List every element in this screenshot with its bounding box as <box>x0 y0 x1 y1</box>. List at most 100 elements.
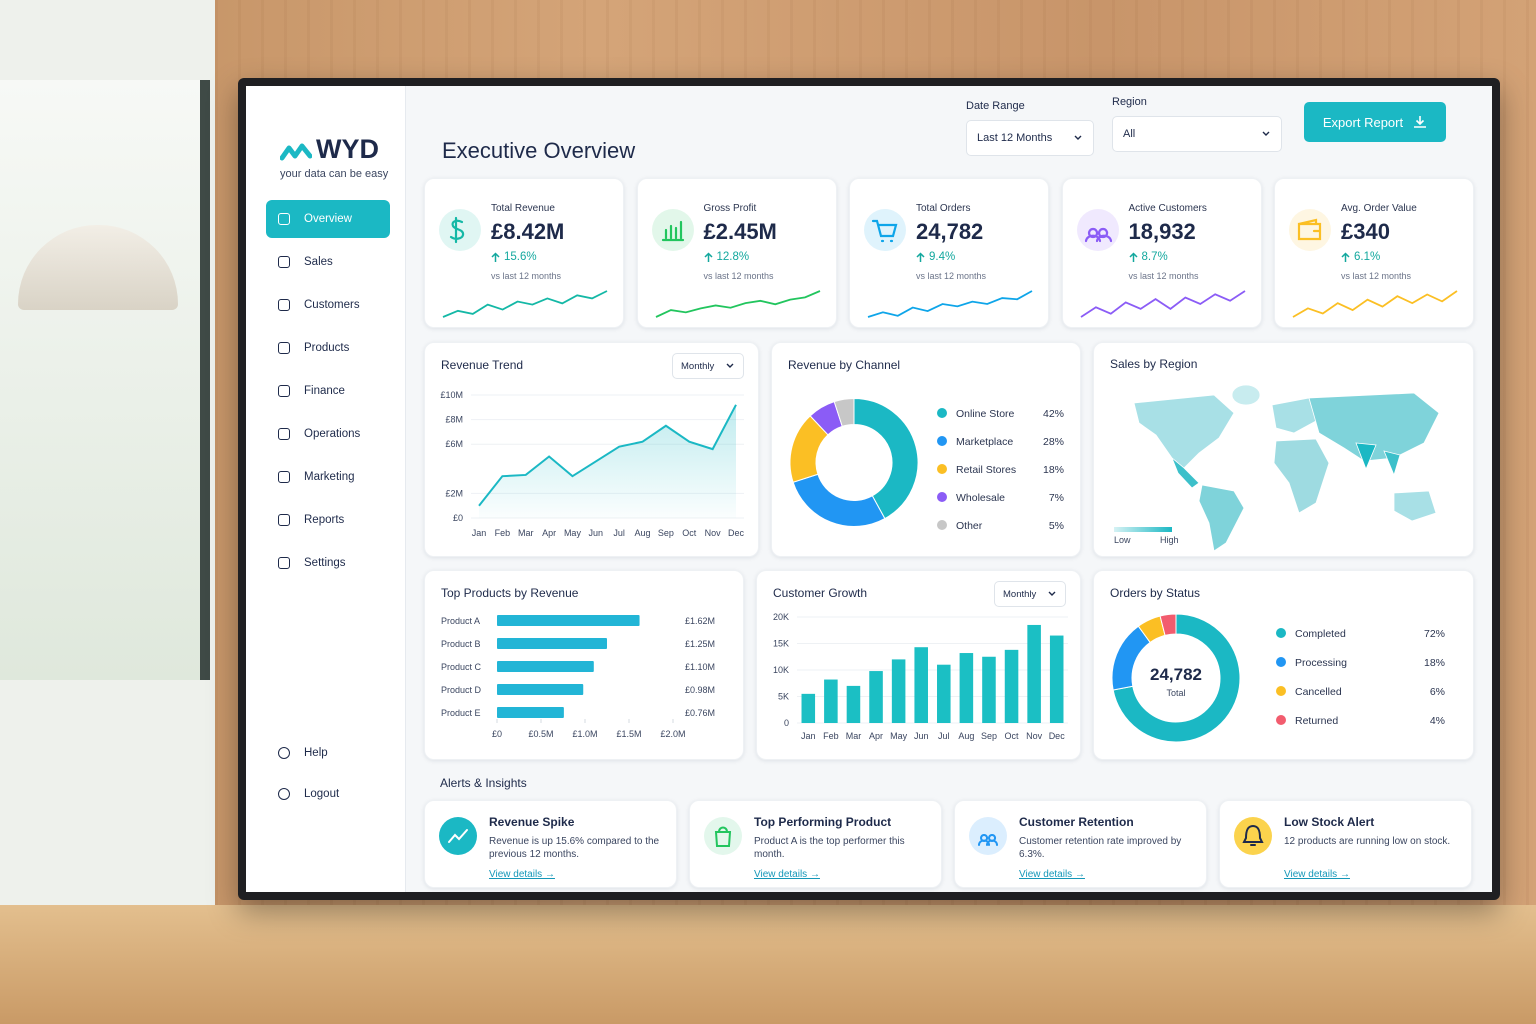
nav-label: Sales <box>304 256 333 268</box>
kpi-glyph <box>1297 218 1322 241</box>
region-dropdown[interactable]: All <box>1112 116 1282 152</box>
category-label: Product D <box>441 685 482 695</box>
kpi-icon <box>1289 209 1331 251</box>
value-label: £1.10M <box>685 662 715 672</box>
chevron-path <box>1048 591 1056 596</box>
donut-segment <box>1112 613 1241 743</box>
nav-icon <box>278 788 290 800</box>
alert-icon <box>969 817 1007 855</box>
donut-segment <box>792 473 886 527</box>
nav-item[interactable]: Reports <box>266 501 390 539</box>
alert-link[interactable]: View details → <box>754 869 820 880</box>
date-range-dropdown[interactable]: Last 12 Months <box>966 120 1094 156</box>
bar <box>497 638 607 649</box>
alert-glyph-path <box>448 829 468 843</box>
donut-segment <box>1159 613 1177 636</box>
kpi-glyph-path <box>871 219 898 243</box>
chart-title: Customer Growth <box>773 586 868 600</box>
period-dropdown[interactable]: Monthly <box>994 581 1066 607</box>
chevron <box>1262 131 1270 136</box>
bar <box>914 647 928 723</box>
nav-item[interactable]: Sales <box>266 243 390 281</box>
chevron-path <box>1262 131 1270 136</box>
x-tick-label: Jun <box>589 528 604 538</box>
x-tick-label: £1.5M <box>616 729 641 739</box>
kpi-change: 9.4% <box>916 251 955 263</box>
kpi-card: Avg. Order Value £340 6.1% vs last 12 month… <box>1274 178 1474 328</box>
nav-item[interactable]: Products <box>266 329 390 367</box>
kpi-change-value: 6.1% <box>1354 251 1381 263</box>
nav-footer-item[interactable]: Logout <box>266 775 390 813</box>
chart-title: Orders by Status <box>1110 586 1201 600</box>
nav-item[interactable]: Operations <box>266 415 390 453</box>
alert-link[interactable]: View details → <box>489 869 555 880</box>
nav-item[interactable]: Finance <box>266 372 390 410</box>
nav-label: Customers <box>304 299 360 311</box>
x-tick-label: Aug <box>958 731 974 741</box>
nav-item[interactable]: Overview <box>266 200 390 238</box>
x-tick-label: Jul <box>938 731 950 741</box>
value-label: 4% <box>1430 715 1445 727</box>
chart-title: Revenue Trend <box>441 358 524 372</box>
legend-label: Retail Stores <box>956 464 1016 476</box>
kpi-icon <box>1076 209 1119 251</box>
chart: 24,782 Total Completed 72% Processing 18% Canc… <box>1111 613 1445 743</box>
value-label: 7% <box>1049 492 1064 504</box>
up-arrow <box>1341 251 1350 262</box>
kpi-change-value: 12.8% <box>716 251 750 263</box>
nav-footer-item[interactable]: Help <box>266 734 390 772</box>
kpi-glyph-path <box>1297 218 1322 241</box>
nav-item[interactable]: Marketing <box>266 458 390 496</box>
nav-label: Help <box>304 747 328 759</box>
button-label: Export Report <box>1322 114 1404 130</box>
sparkline <box>867 290 1033 318</box>
value-label: 18% <box>1043 464 1064 476</box>
kpi-label: Active Customers <box>1128 203 1207 214</box>
world-map: Low High <box>1114 384 1440 552</box>
y-tick-label: 20K <box>773 612 789 622</box>
kpi-label: Avg. Order Value <box>1341 203 1417 214</box>
x-tick-label: Jan <box>801 731 816 741</box>
sidebar: WYD your data can be easy Overview Sales Cus… <box>246 86 406 892</box>
export-button[interactable]: Export Report <box>1304 102 1446 142</box>
chart-title: Revenue by Channel <box>788 358 901 372</box>
x-tick-label: Jun <box>914 731 929 741</box>
x-tick-label: Feb <box>495 528 511 538</box>
kpi-label: Gross Profit <box>703 203 757 214</box>
period-dropdown[interactable]: Monthly <box>672 353 744 379</box>
nav-item[interactable]: Customers <box>266 286 390 324</box>
up-arrow-path <box>1341 251 1350 262</box>
alert-link[interactable]: View details → <box>1019 869 1085 880</box>
download-icon <box>1414 116 1427 128</box>
legend-label: Wholesale <box>956 492 1005 504</box>
value-label: 18% <box>1424 657 1445 669</box>
bar <box>891 659 906 723</box>
x-tick-label: Jan <box>472 528 487 538</box>
page-title: Executive Overview <box>442 138 636 163</box>
value-label: £0.76M <box>685 708 715 718</box>
legend-label: Online Store <box>956 408 1015 420</box>
bar <box>497 707 564 718</box>
chevron <box>1074 135 1082 140</box>
bar <box>497 684 584 695</box>
alert-card: Revenue Spike Revenue is up 15.6% compare… <box>424 800 677 888</box>
bar <box>982 656 996 723</box>
donut-segment <box>833 397 855 427</box>
sparkline-line <box>442 290 608 318</box>
x-tick-label: Dec <box>728 528 745 538</box>
desk <box>0 905 1536 1024</box>
legend-high: High <box>1160 535 1179 545</box>
value-label: 42% <box>1043 408 1064 420</box>
nav-item[interactable]: Settings <box>266 544 390 582</box>
nav-icon <box>278 213 290 225</box>
x-tick-label: Nov <box>1026 731 1043 741</box>
alert-icon <box>704 817 742 855</box>
alert-icon <box>439 817 477 855</box>
chevron-path <box>1074 135 1082 140</box>
sparkline-line <box>655 290 820 318</box>
kpi-change-value: 8.7% <box>1141 251 1168 263</box>
sparkline-line <box>1080 290 1245 318</box>
legend-swatch <box>937 436 947 446</box>
alert-link[interactable]: View details → <box>1284 869 1350 880</box>
kpi-card: Total Revenue £8.42M 15.6% vs last 12 month… <box>424 178 624 328</box>
